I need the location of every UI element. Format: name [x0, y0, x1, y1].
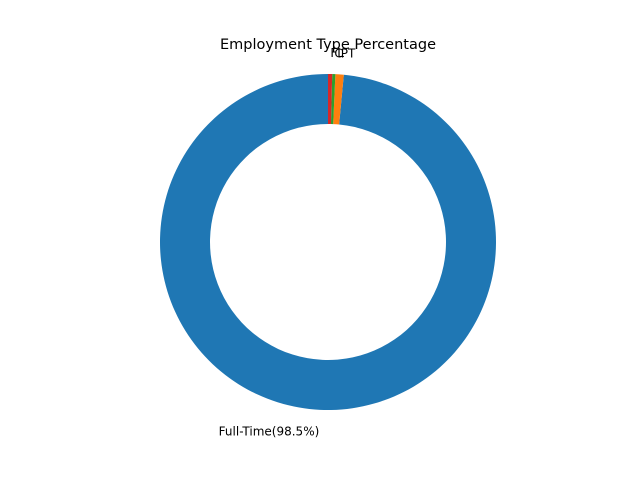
- slice-label-c: C: [334, 46, 342, 60]
- slice-label-full-time-98-5: Full-Time(98.5%): [219, 424, 320, 438]
- chart-title: Employment Type Percentage: [220, 37, 436, 53]
- slice-c: [330, 74, 336, 125]
- slice-full-time-98-5: [160, 74, 497, 410]
- slice-label-pt: PT: [341, 47, 356, 61]
- donut-slices: [160, 74, 497, 410]
- slice-fl: [328, 74, 333, 125]
- slice-pt: [333, 74, 344, 125]
- slice-label-fl: FL: [330, 46, 344, 60]
